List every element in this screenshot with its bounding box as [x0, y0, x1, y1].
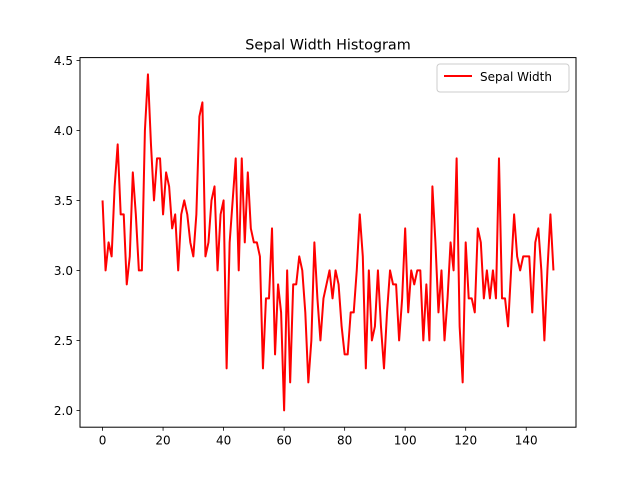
- x-tick-label: 60: [276, 434, 291, 448]
- x-tick-label: 20: [155, 434, 170, 448]
- chart-title: Sepal Width Histogram: [245, 38, 411, 54]
- y-tick-label: 3.5: [54, 194, 73, 208]
- series-line-sepal-width: [101, 73, 555, 412]
- legend-label: Sepal Width: [480, 70, 552, 84]
- axis-ticks: 0 20 40 60 80 100 120 140 2.0 2.5 3.0 3.5 4.0 4.5: [54, 54, 538, 448]
- legend-box: [436, 63, 570, 93]
- y-tick-label: 2.0: [54, 404, 73, 418]
- x-tick-label: 0: [99, 434, 107, 448]
- x-tick-label: 100: [394, 434, 417, 448]
- x-tick-label: 120: [454, 434, 477, 448]
- y-tick-label: 3.0: [54, 264, 73, 278]
- y-tick-label: 4.0: [54, 124, 73, 138]
- y-tick-label: 4.5: [54, 54, 73, 68]
- axes-frame: [79, 57, 577, 428]
- y-tick-label: 2.5: [54, 334, 73, 348]
- x-tick-label: 40: [216, 434, 231, 448]
- x-tick-label: 80: [337, 434, 352, 448]
- x-tick-label: 140: [515, 434, 538, 448]
- plot-area: [101, 73, 555, 412]
- legend: Sepal Width: [436, 63, 570, 93]
